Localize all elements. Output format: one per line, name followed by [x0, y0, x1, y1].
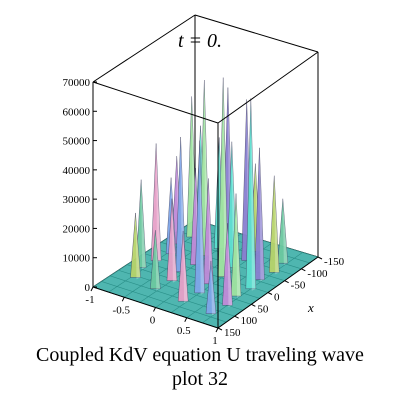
y-tick-label: 0: [150, 315, 156, 327]
surface-peak: [203, 178, 214, 285]
surface-peak: [205, 260, 217, 314]
z-tick-label: 40000: [63, 165, 91, 177]
peak-highlight: [236, 193, 242, 299]
y-tick-label: 1: [212, 335, 218, 347]
x-tick-mark: [301, 268, 306, 272]
peak-highlight: [210, 260, 216, 316]
x-tick-label: -150: [324, 256, 345, 268]
y-tick-mark: [153, 307, 156, 312]
z-tick-label: 20000: [63, 223, 91, 235]
surface-peak: [269, 175, 280, 273]
peak-highlight: [155, 230, 161, 291]
z-tick-label: 70000: [63, 77, 91, 89]
x-axis-label: x: [307, 300, 314, 315]
x-tick-mark: [217, 327, 223, 331]
y-axis-ticks: -1 -0.5 0 0.5 1: [85, 286, 219, 347]
surface-peak: [245, 98, 257, 289]
peak-highlight: [259, 147, 265, 282]
peak-highlight: [135, 212, 141, 280]
x-tick-mark: [234, 315, 239, 319]
x-tick-label: 0: [274, 292, 280, 304]
caption-line-2: plot 32: [171, 368, 229, 390]
surface-peak: [217, 77, 229, 277]
z-tick-label: 60000: [63, 106, 91, 118]
y-tick-mark: [215, 327, 219, 333]
peak-highlight: [183, 230, 189, 304]
peak-highlight: [141, 179, 147, 270]
x-tick-label: 100: [241, 315, 258, 327]
x-tick-mark: [251, 303, 256, 307]
peak-highlight: [180, 136, 186, 274]
z-tick-label: 10000: [63, 253, 91, 265]
peak-highlight: [156, 143, 162, 263]
surface-peak: [130, 212, 141, 278]
surface-peaks: [130, 77, 289, 316]
peak-highlight: [250, 98, 256, 291]
z-tick-label: 0: [85, 282, 91, 294]
peak-highlight: [208, 178, 214, 286]
surface-peak: [194, 140, 205, 294]
peak-highlight: [227, 223, 233, 308]
surface-peak: [254, 147, 265, 280]
surface-peak: [277, 198, 289, 264]
surface-peak: [150, 230, 161, 290]
box-edge: [92, 14, 196, 83]
y-tick-label: 0.5: [177, 325, 191, 337]
x-tick-mark: [317, 256, 323, 260]
surface-peak: [230, 193, 242, 297]
y-tick-label: -1: [85, 294, 94, 306]
caption-line-1: Coupled KdV equation U traveling wave: [36, 344, 364, 366]
peak-highlight: [274, 175, 280, 275]
z-tick-label: 30000: [63, 194, 91, 206]
surface-peak: [222, 223, 233, 306]
surface-peak: [135, 179, 147, 268]
plot-title: t = 0.: [177, 30, 223, 52]
y-tick-label: -0.5: [113, 304, 131, 316]
peak-highlight: [199, 140, 205, 295]
y-tick-mark: [90, 286, 94, 292]
surface-peak: [177, 230, 189, 302]
surface-peak: [166, 198, 178, 281]
box-edge: [194, 14, 319, 53]
x-tick-mark: [267, 292, 273, 295]
peak-highlight: [171, 198, 177, 283]
z-tick-label: 50000: [63, 136, 91, 148]
x-tick-label: -100: [307, 268, 328, 280]
z-axis-ticks: 70000 60000 50000 40000 30000 20000 10000 0: [63, 77, 97, 294]
y-tick-mark: [121, 297, 125, 302]
x-tick-label: 150: [224, 327, 241, 339]
y-tick-mark: [184, 317, 188, 322]
x-tick-mark: [284, 280, 289, 284]
box-edge: [92, 81, 219, 124]
box-edge: [217, 51, 319, 124]
x-tick-label: 50: [257, 303, 269, 315]
x-tick-label: -50: [291, 280, 306, 292]
peak-highlight: [282, 198, 288, 266]
